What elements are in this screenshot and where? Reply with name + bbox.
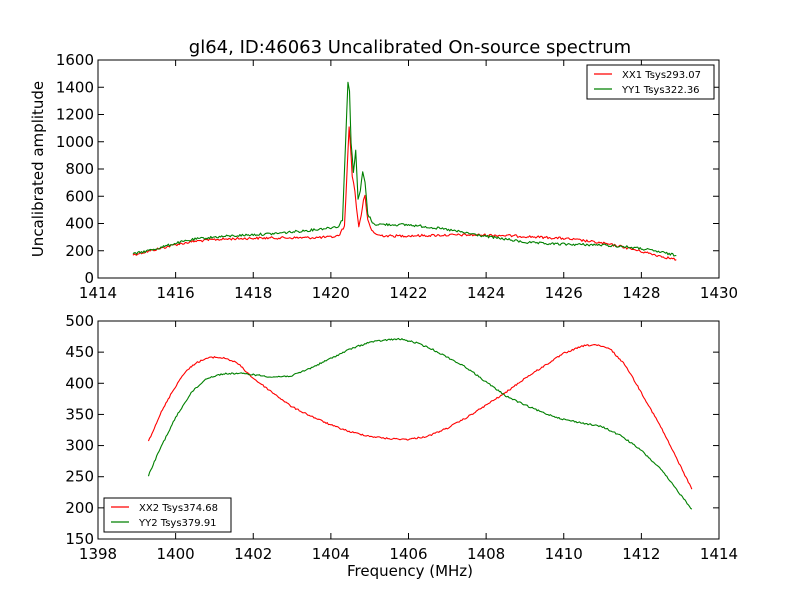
top-ytick-label: 0 — [84, 269, 94, 287]
top-ytick-label: 1200 — [56, 106, 94, 124]
bottom-ytick-label: 450 — [65, 343, 94, 361]
bottom-ytick-label: 350 — [65, 405, 94, 423]
top-ytick-label: 1600 — [56, 51, 94, 69]
bottom-xtick-label: 1406 — [389, 545, 427, 563]
top-xtick-label: 1430 — [700, 284, 738, 302]
top-panel-ticks: 1414 1416 1418 1420 1422 1424 1426 1428 1430 0 200… — [56, 51, 738, 302]
top-series-yy1 — [132, 81, 677, 257]
bottom-xtick-label: 1414 — [700, 545, 738, 563]
bottom-xtick-label: 1408 — [467, 545, 505, 563]
top-xtick-label: 1414 — [79, 284, 117, 302]
bottom-ytick-label: 300 — [65, 437, 94, 455]
bottom-xtick-label: 1404 — [312, 545, 350, 563]
top-xtick-label: 1428 — [622, 284, 660, 302]
bottom-series-yy2 — [147, 337, 693, 510]
top-ytick-label: 400 — [65, 215, 94, 233]
top-panel: 1414 1416 1418 1420 1422 1424 1426 1428 1430 0 200… — [29, 51, 738, 302]
bottom-ytick-label: 200 — [65, 499, 94, 517]
bottom-xtick-label: 1410 — [545, 545, 583, 563]
top-ytick-label: 1400 — [56, 78, 94, 96]
top-panel-series — [132, 81, 677, 261]
top-xtick-label: 1426 — [545, 284, 583, 302]
legend-xx2-label: XX2 Tsys374.68 — [139, 503, 218, 514]
bottom-panel-xlabel: Frequency (MHz) — [347, 562, 473, 580]
top-panel-legend: XX1 Tsys293.07 YY1 Tsys322.36 — [586, 64, 715, 100]
bottom-ytick-label: 250 — [65, 468, 94, 486]
legend-yy1-label: YY1 Tsys322.36 — [621, 85, 700, 96]
top-xtick-label: 1424 — [467, 284, 505, 302]
bottom-ytick-label: 150 — [65, 530, 94, 548]
top-panel-ylabel: Uncalibrated amplitude — [29, 81, 47, 257]
top-ytick-label: 800 — [65, 160, 94, 178]
bottom-series-xx2 — [147, 344, 693, 490]
legend-yy2-label: YY2 Tsys379.91 — [138, 518, 217, 529]
top-xtick-label: 1422 — [389, 284, 427, 302]
bottom-xtick-label: 1402 — [234, 545, 272, 563]
top-legend-box — [586, 64, 715, 100]
bottom-ytick-label: 500 — [65, 312, 94, 330]
top-ytick-label: 200 — [65, 242, 94, 260]
top-series-xx1 — [132, 126, 677, 261]
bottom-panel-series — [147, 337, 693, 510]
bottom-legend-box — [103, 497, 232, 533]
legend-xx1-label: XX1 Tsys293.07 — [622, 70, 701, 81]
chart-title: gl64, ID:46063 Uncalibrated On-source sp… — [189, 37, 631, 58]
bottom-panel: 1398 1400 1402 1404 1406 1408 1410 1412 1414 150 2… — [65, 312, 738, 580]
top-xtick-label: 1420 — [312, 284, 350, 302]
bottom-xtick-label: 1398 — [79, 545, 117, 563]
bottom-xtick-label: 1412 — [622, 545, 660, 563]
bottom-panel-ticks: 1398 1400 1402 1404 1406 1408 1410 1412 1414 150 2… — [65, 312, 738, 563]
top-xtick-label: 1418 — [234, 284, 272, 302]
bottom-xtick-label: 1400 — [157, 545, 195, 563]
top-ytick-label: 600 — [65, 187, 94, 205]
top-xtick-label: 1416 — [157, 284, 195, 302]
bottom-ytick-label: 400 — [65, 374, 94, 392]
top-ytick-label: 1000 — [56, 133, 94, 151]
bottom-panel-legend: XX2 Tsys374.68 YY2 Tsys379.91 — [103, 497, 232, 533]
